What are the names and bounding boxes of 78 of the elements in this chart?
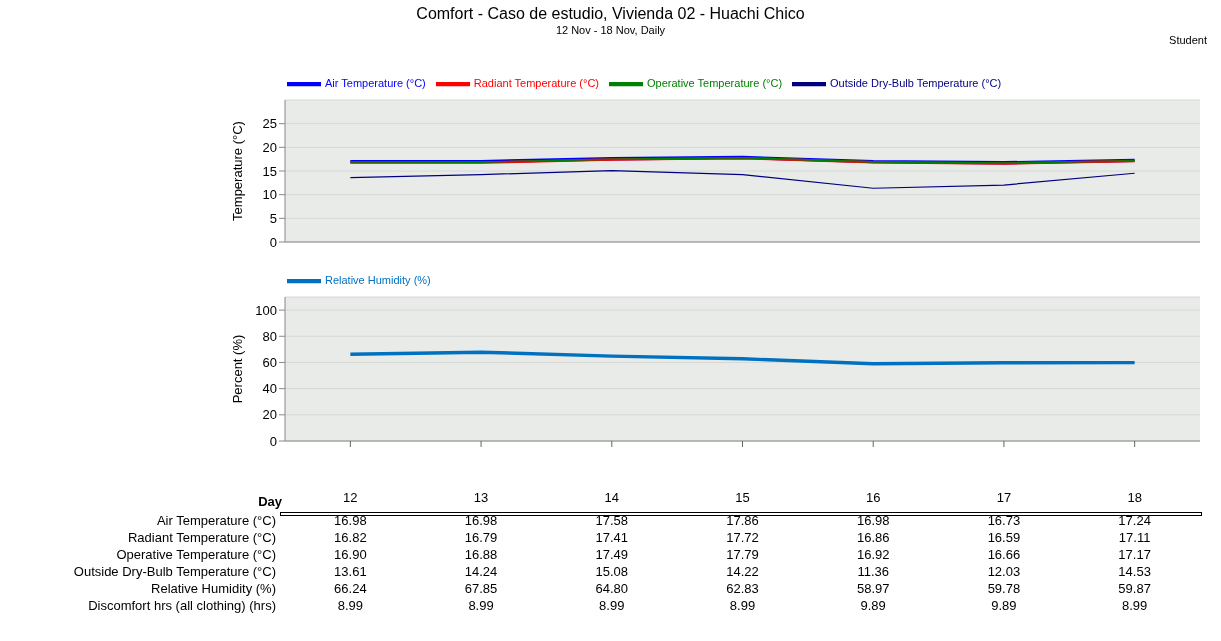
data-label: 16.98	[855, 513, 891, 528]
data-label: 14.22	[725, 564, 760, 579]
data-label: 11.36	[856, 564, 890, 579]
data-label: 16.90	[333, 547, 368, 562]
data-label: 16.66	[986, 547, 1022, 562]
data-label: 8.99	[336, 598, 364, 613]
data-label: 17.49	[594, 547, 630, 562]
y-tick-label: 20	[262, 407, 277, 423]
data-label: 14.53	[1117, 564, 1152, 579]
data-label: 15.08	[594, 564, 630, 579]
y-tick-label: 40	[262, 381, 277, 397]
text: Relative Humidity (%)	[151, 581, 276, 596]
text: Radiant Temperature (°C)	[127, 530, 276, 545]
data-label: 58.97	[855, 581, 891, 596]
legend-label: Radiant Temperature (°C)	[473, 76, 600, 89]
data-label: 17.17	[1117, 547, 1152, 562]
data-label: 62.83	[725, 581, 760, 596]
data-label: 16.86	[855, 530, 891, 545]
y-tick-label: 0	[269, 234, 277, 250]
text: Student	[1169, 34, 1207, 46]
data-label: 16.79	[463, 530, 499, 545]
chart-subtitle: 12 Nov - 18 Nov, Daily	[555, 24, 666, 36]
y-axis-title: Temperature (°C)	[229, 121, 245, 221]
y-tick-label: 80	[262, 328, 277, 344]
data-label: 17.11	[1117, 530, 1152, 545]
y-tick-label: 0	[269, 433, 277, 449]
data-label: 16.82	[333, 530, 368, 545]
data-label: 17.24	[1117, 513, 1152, 528]
data-label: 59.78	[986, 581, 1022, 596]
x-tick-label: 12	[343, 490, 358, 506]
data-label: 17.58	[594, 513, 630, 528]
data-label: 16.73	[986, 513, 1022, 528]
legend-label: Relative Humidity (%)	[325, 273, 431, 286]
data-label: 67.85	[463, 581, 499, 596]
data-label: 17.79	[725, 547, 760, 562]
y-axis-title: Percent (%)	[229, 334, 245, 404]
chart-title: Comfort - Caso de estudio, Vivienda 02 - Huachi Chico	[415, 5, 806, 23]
y-tick-label: 20	[262, 139, 277, 155]
legend-label: Air Temperature (°C)	[325, 76, 426, 89]
text: Outside Dry-Bulb Temperature (°C)	[73, 564, 276, 579]
y-tick-label: 100	[255, 302, 277, 318]
legend-label: Operative Temperature (°C)	[647, 76, 783, 89]
x-tick-label: 15	[735, 490, 750, 506]
data-label: 14.24	[463, 564, 499, 579]
data-label: 8.99	[467, 598, 495, 613]
data-label: 9.89	[859, 598, 887, 613]
data-label: 12.03	[986, 564, 1022, 579]
data-label: 17.72	[725, 530, 760, 545]
data-label: 16.88	[463, 547, 499, 562]
x-axis-title: Day	[257, 494, 282, 509]
x-tick-label: 14	[604, 490, 620, 506]
y-tick-label: 5	[269, 210, 277, 226]
data-label: 8.99	[1120, 598, 1149, 613]
data-label: 16.92	[855, 547, 891, 562]
y-tick-label: 60	[262, 355, 277, 371]
data-label: 17.86	[725, 513, 760, 528]
x-tick-label: 16	[865, 490, 881, 506]
data-label: 13.61	[333, 564, 368, 579]
y-tick-label: 10	[262, 187, 277, 203]
text: Discomfort hrs (all clothing) (hrs)	[87, 598, 276, 613]
data-label: 59.87	[1117, 581, 1152, 596]
data-label: 16.98	[463, 513, 499, 528]
legend-label: Outside Dry-Bulb Temperature (°C)	[830, 76, 1002, 89]
data-label: 66.24	[333, 581, 368, 596]
y-tick-label: 25	[262, 116, 277, 132]
data-label: 16.98	[333, 513, 368, 528]
data-label: 17.41	[594, 530, 630, 545]
x-tick-label: 18	[1127, 490, 1142, 506]
data-label: 64.80	[594, 581, 630, 596]
text: Operative Temperature (°C)	[116, 547, 276, 562]
data-label: 8.99	[728, 598, 757, 613]
x-tick-label: 17	[996, 490, 1012, 506]
x-tick-label: 13	[473, 490, 489, 506]
text: Air Temperature (°C)	[156, 513, 276, 528]
y-tick-label: 15	[262, 163, 277, 179]
data-label: 16.59	[986, 530, 1022, 545]
data-label: 8.99	[598, 598, 626, 613]
data-label: 9.89	[990, 598, 1018, 613]
